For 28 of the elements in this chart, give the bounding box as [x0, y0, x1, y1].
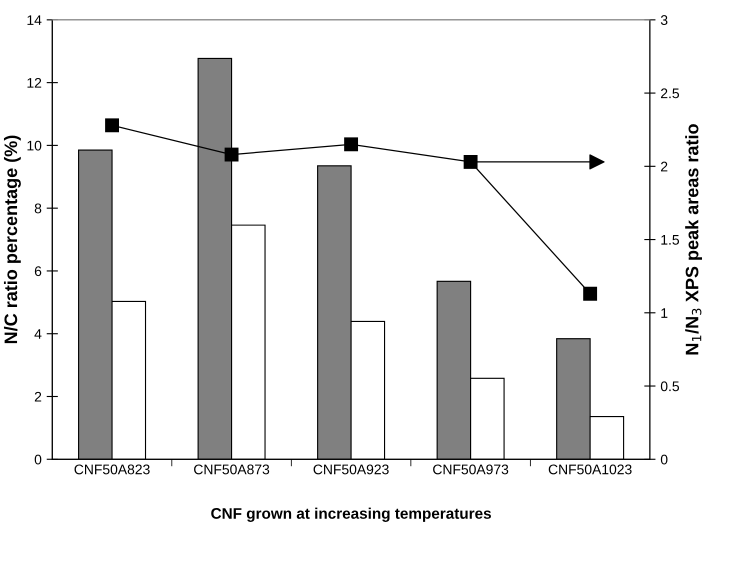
- y2-tick-label: 0: [660, 454, 668, 464]
- y2-axis-title: N$_{1}$/N$_{3}$ XPS peak areas ratio: [685, 124, 702, 354]
- y-tick-label: 2: [34, 392, 42, 402]
- point: [583, 286, 598, 301]
- y-tick-label: 10: [27, 140, 42, 151]
- y2-tick-label: 1: [661, 308, 668, 318]
- y-tick-label: 12: [27, 78, 42, 88]
- y-axis-title: N/C ratio percentage (%): [4, 136, 21, 344]
- x-tick-label: CNF50A823: [74, 464, 150, 474]
- x-tick-label: CNF50A873: [194, 464, 270, 474]
- y-tick-label: 0: [34, 454, 42, 464]
- y2-tick-label: 1.5: [661, 235, 680, 245]
- x-tick-label: CNF50A923: [314, 464, 389, 474]
- y-tick-label: 8: [34, 204, 42, 214]
- point: [464, 154, 478, 169]
- point: [105, 118, 119, 132]
- x-tick-label: CNF50A1023: [548, 464, 632, 474]
- y-tick-label: 14: [27, 15, 42, 25]
- y2-tick-label: 2: [661, 162, 668, 172]
- point: [224, 148, 239, 162]
- y2-tick-label: 3: [660, 15, 668, 26]
- x-axis-title: CNF grown at increasing temperatures: [211, 508, 491, 522]
- y2-tick-label: 2.5: [661, 88, 680, 98]
- y-tick-label: 6: [34, 266, 42, 276]
- y-tick-label: 4: [34, 329, 42, 339]
- y2-tick-label: 0.5: [660, 381, 680, 392]
- point: [344, 137, 358, 152]
- x-tick-label: CNF50A973: [433, 464, 508, 474]
